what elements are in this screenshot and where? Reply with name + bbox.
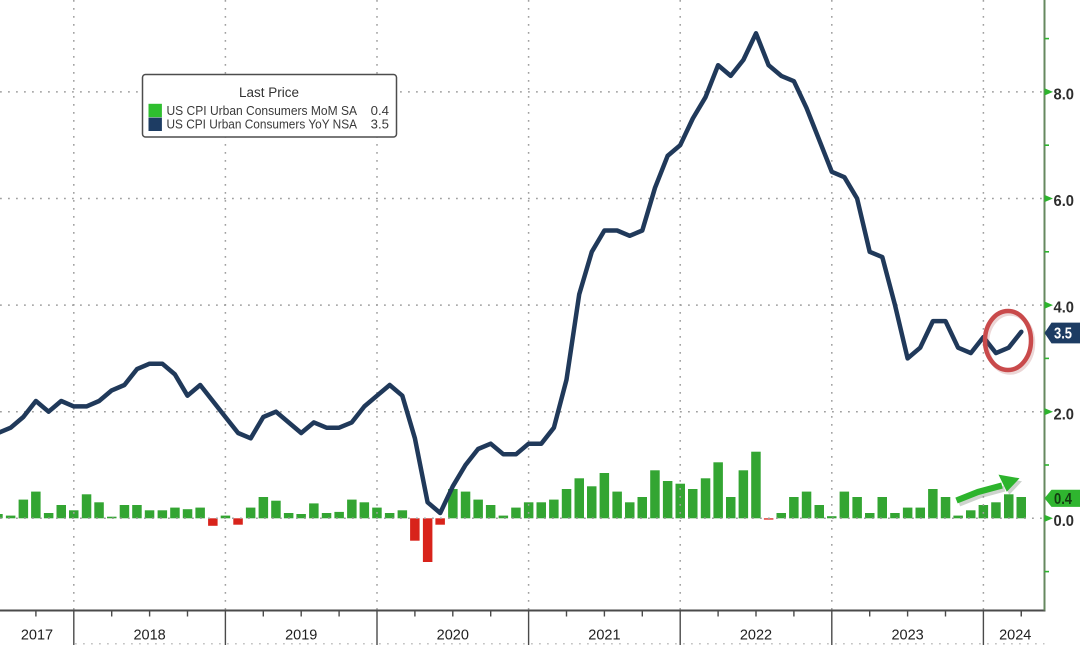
svg-text:0.0: 0.0 bbox=[1054, 513, 1075, 530]
svg-text:6.0: 6.0 bbox=[1054, 193, 1075, 210]
svg-text:US CPI Urban Consumers MoM SA: US CPI Urban Consumers MoM SA bbox=[167, 103, 358, 118]
svg-text:2021: 2021 bbox=[588, 628, 620, 644]
svg-text:2023: 2023 bbox=[891, 628, 923, 644]
svg-text:2024: 2024 bbox=[999, 628, 1031, 644]
svg-text:3.5: 3.5 bbox=[1054, 326, 1072, 343]
svg-text:2.0: 2.0 bbox=[1054, 406, 1075, 423]
svg-text:0.4: 0.4 bbox=[371, 103, 389, 118]
svg-text:3.5: 3.5 bbox=[371, 117, 389, 132]
svg-text:2018: 2018 bbox=[133, 628, 165, 644]
svg-text:2017: 2017 bbox=[21, 628, 53, 644]
svg-text:Last Price: Last Price bbox=[239, 85, 299, 100]
svg-text:8.0: 8.0 bbox=[1054, 87, 1075, 104]
svg-text:2020: 2020 bbox=[437, 628, 469, 644]
svg-text:4.0: 4.0 bbox=[1054, 300, 1075, 317]
svg-text:0.4: 0.4 bbox=[1054, 491, 1072, 508]
svg-text:2022: 2022 bbox=[740, 628, 772, 644]
svg-text:US CPI Urban Consumers YoY NSA: US CPI Urban Consumers YoY NSA bbox=[167, 117, 358, 132]
svg-text:2019: 2019 bbox=[285, 628, 317, 644]
